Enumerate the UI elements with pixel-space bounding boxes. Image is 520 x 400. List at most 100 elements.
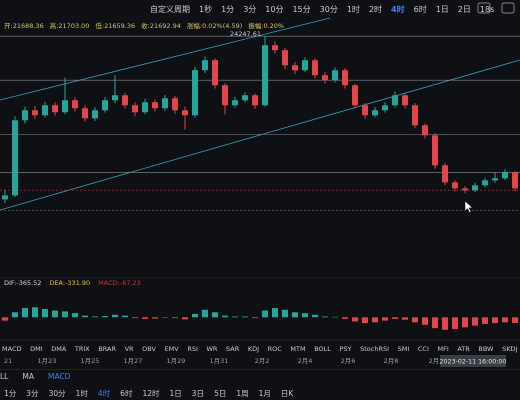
candle-body [12, 120, 18, 196]
indicator-tab[interactable]: MTM [290, 345, 306, 353]
macd-bar [182, 317, 188, 320]
x-tick-label: 1月27 [124, 357, 143, 365]
indicator-tab[interactable]: SKDJ [502, 345, 518, 353]
macd-bar [172, 317, 178, 319]
overlay-tab[interactable]: MACD [47, 371, 71, 381]
macd-bar [82, 315, 88, 318]
indicator-tab[interactable]: KDJ [247, 345, 260, 353]
candle-body [282, 50, 288, 66]
macd-bar [12, 312, 18, 318]
ohlc-field: 高:21703.00 [49, 21, 90, 30]
period-tab[interactable]: 6时 [120, 388, 133, 398]
indicator-tab[interactable]: SAR [226, 345, 240, 353]
channel-line [0, 17, 331, 101]
period-tab[interactable]: 4时 [391, 4, 405, 14]
macd-bar [72, 313, 78, 318]
period-tab[interactable]: 1分 [4, 388, 17, 398]
macd-bar [452, 317, 458, 329]
period-tab[interactable]: 3分 [243, 4, 257, 14]
candle-body [372, 110, 378, 116]
period-tab[interactable]: 1月 [258, 388, 271, 398]
indicator-tab[interactable]: TRIX [74, 345, 90, 353]
indicator-tab[interactable]: DMI [30, 345, 43, 353]
period-tab[interactable]: 3日 [191, 388, 205, 398]
macd-bar [222, 315, 228, 318]
macd-bar [102, 316, 108, 318]
period-tab[interactable]: 3分 [26, 388, 39, 398]
overlay-tab[interactable]: LL [0, 371, 9, 381]
macd-bar [212, 312, 218, 318]
macd-bar [32, 307, 38, 318]
macd-bar [412, 317, 418, 323]
candle-body [232, 100, 238, 106]
period-tab[interactable]: 1周 [236, 388, 249, 398]
timer: 18s [479, 4, 495, 14]
custom-period[interactable]: 自定义周期 [150, 4, 190, 14]
indicator-tab[interactable]: BRAR [98, 345, 116, 353]
indicator-tab[interactable]: BOLL [314, 345, 331, 353]
indicator-tab[interactable]: ATR [457, 345, 470, 353]
period-tab[interactable]: 1分 [221, 4, 235, 14]
indicator-tab[interactable]: SMI [397, 345, 410, 353]
macd-bar [2, 317, 8, 321]
macd-bar [342, 317, 348, 319]
period-tab[interactable]: 30分 [319, 4, 338, 14]
period-tab[interactable]: 1时 [75, 388, 88, 398]
ohlc-field: 收:21692.94 [141, 21, 181, 30]
x-tick-label: 2月8 [384, 357, 399, 365]
macd-bar [272, 308, 278, 318]
x-tick-label: 1月29 [167, 357, 186, 365]
candle-body [352, 85, 358, 106]
period-tab[interactable]: 12时 [142, 388, 160, 398]
macd-bar [492, 317, 498, 324]
candle-body [392, 95, 398, 106]
period-tab[interactable]: 30分 [48, 388, 66, 398]
indicator-tab[interactable]: BBW [478, 345, 494, 353]
period-tab[interactable]: 1时 [346, 4, 360, 14]
period-tab[interactable]: 2日 [457, 4, 471, 14]
ohlc-header: 开:21688.36 高:21703.00 低:21659.36 收:21692.94… [0, 19, 520, 30]
x-tick-label: 2月 [429, 357, 440, 365]
period-tab[interactable]: 2时 [368, 4, 383, 14]
period-tab[interactable]: 15分 [292, 4, 311, 14]
macd-bar [472, 317, 478, 326]
period-tab[interactable]: 10分 [265, 4, 284, 14]
settings-icon[interactable] [501, 2, 515, 14]
indicator-tab[interactable]: StochRSI [360, 345, 390, 353]
indicator-tab[interactable]: WR [206, 345, 218, 353]
indicator-tab[interactable]: CCI [417, 345, 429, 353]
period-tab[interactable]: 4时 [97, 388, 111, 398]
period-tab[interactable]: 5日 [214, 388, 227, 398]
macd-bar [392, 317, 398, 319]
indicator-tab[interactable]: PSY [339, 345, 352, 353]
period-tab[interactable]: 6时 [413, 4, 427, 14]
macd-bar [372, 317, 378, 323]
indicator-tab[interactable]: EMV [164, 345, 179, 353]
camera-icon[interactable] [477, 2, 491, 14]
candle-body [212, 60, 218, 86]
indicator-tab[interactable]: RSI [187, 345, 198, 353]
indicator-tab[interactable]: MACD [2, 345, 22, 353]
candle-body [472, 185, 478, 191]
period-tab[interactable]: 1秒 [199, 4, 213, 14]
period-tab[interactable]: 日K [280, 388, 294, 398]
macd-bar [162, 317, 168, 318]
candle-body [112, 95, 118, 101]
macd-bar [122, 315, 128, 318]
candle-body [102, 100, 108, 111]
indicator-tab[interactable]: DMA [51, 345, 67, 353]
indicator-tab[interactable]: OBV [142, 345, 156, 353]
overlay-tab[interactable]: MA [22, 371, 34, 381]
period-tab[interactable]: 1日 [435, 4, 449, 14]
indicator-tab[interactable]: VR [124, 345, 134, 353]
mouse-cursor [464, 200, 474, 213]
indicator-tab[interactable]: ROC [267, 345, 282, 353]
indicator-tabs: MACD DMI DMA TRIX BRAR VR OBV EMV RSI WR SAR KDJ ROC… [0, 343, 520, 355]
period-tab[interactable]: 1日 [169, 388, 182, 398]
indicator-tab[interactable]: MFI [437, 345, 449, 353]
candle-body [82, 108, 88, 119]
macd-bar [402, 317, 408, 320]
